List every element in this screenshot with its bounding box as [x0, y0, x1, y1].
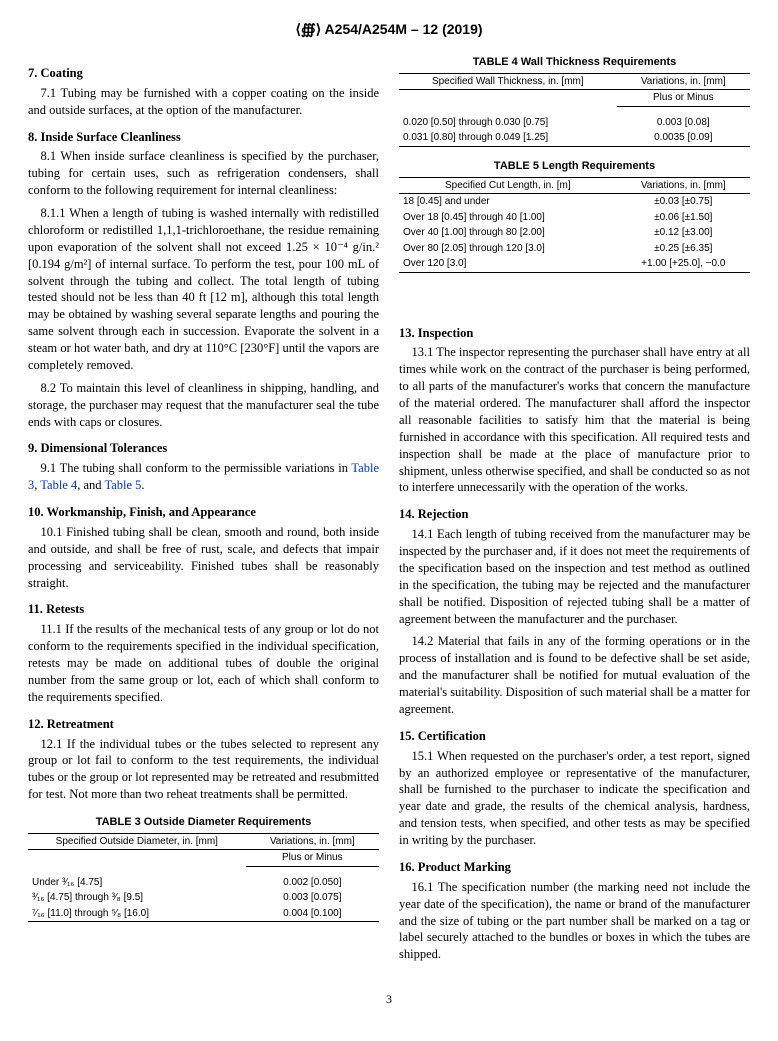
t4-sub2: Plus or Minus: [617, 90, 750, 107]
t5-r3c1: ±0.25 [±6.35]: [617, 241, 750, 257]
t5-r4c1: +1.00 [+25.0], −0.0: [617, 256, 750, 272]
table-5: TABLE 5 Length Requirements Specified Cu…: [399, 159, 750, 273]
t3-r2c1: 0.004 [0.100]: [246, 906, 379, 922]
para-14-2: 14.2 Material that fails in any of the f…: [399, 633, 750, 717]
t3-col1: Specified Outside Diameter, in. [mm]: [56, 836, 218, 847]
para-8-1-1: 8.1.1 When a length of tubing is washed …: [28, 205, 379, 374]
document-header: ⟨∰⟩ A254/A254M – 12 (2019): [28, 20, 750, 39]
t3-sub2: Plus or Minus: [246, 850, 379, 867]
section-7-title: 7. Coating: [28, 65, 379, 82]
t5-r3c0: Over 80 [2.05] through 120 [3.0]: [399, 241, 617, 257]
para-13-1: 13.1 The inspector representing the purc…: [399, 344, 750, 496]
para-11-1: 11.1 If the results of the mechanical te…: [28, 621, 379, 705]
t3-r1c1: 0.003 [0.075]: [246, 890, 379, 906]
para-12-1: 12.1 If the individual tubes or the tube…: [28, 736, 379, 804]
t5-r1c1: ±0.06 [±1.50]: [617, 210, 750, 226]
section-13-title: 13. Inspection: [399, 325, 750, 342]
two-column-body: 7. Coating 7.1 Tubing may be furnished w…: [28, 55, 750, 963]
t4-r1c0: 0.031 [0.80] through 0.049 [1.25]: [399, 130, 617, 146]
t4-r0c1: 0.003 [0.08]: [617, 115, 750, 131]
t4-col1: Specified Wall Thickness, in. [mm]: [432, 76, 584, 87]
t5-col1: Specified Cut Length, in. [m]: [445, 180, 571, 191]
t5-r0c0: 18 [0.45] and under: [399, 194, 617, 210]
para-14-1: 14.1 Each length of tubing received from…: [399, 526, 750, 627]
t3-r1c0: ³⁄₁₆ [4.75] through ³⁄₈ [9.5]: [28, 890, 246, 906]
t5-r0c1: ±0.03 [±0.75]: [617, 194, 750, 210]
table-3-title: TABLE 3 Outside Diameter Requirements: [28, 815, 379, 830]
section-11-title: 11. Retests: [28, 601, 379, 618]
standard-number: A254/A254M – 12 (2019): [325, 21, 483, 37]
para-15-1: 15.1 When requested on the purchaser's o…: [399, 748, 750, 849]
para-10-1: 10.1 Finished tubing shall be clean, smo…: [28, 524, 379, 592]
t4-r0c0: 0.020 [0.50] through 0.030 [0.75]: [399, 115, 617, 131]
t5-col2: Variations, in. [mm]: [641, 180, 726, 191]
t5-r2c0: Over 40 [1.00] through 80 [2.00]: [399, 225, 617, 241]
table-4: TABLE 4 Wall Thickness Requirements Spec…: [399, 55, 750, 147]
table-5-title: TABLE 5 Length Requirements: [399, 159, 750, 174]
section-12-title: 12. Retreatment: [28, 716, 379, 733]
para-8-1: 8.1 When inside surface cleanliness is s…: [28, 148, 379, 199]
para-16-1: 16.1 The specification number (the marki…: [399, 879, 750, 963]
section-8-title: 8. Inside Surface Cleanliness: [28, 129, 379, 146]
t3-r2c0: ⁷⁄₁₆ [11.0] through ⁵⁄₈ [16.0]: [28, 906, 246, 922]
section-16-title: 16. Product Marking: [399, 859, 750, 876]
t3-r0c1: 0.002 [0.050]: [246, 875, 379, 891]
table-3: TABLE 3 Outside Diameter Requirements Sp…: [28, 815, 379, 922]
para-8-2: 8.2 To maintain this level of cleanlines…: [28, 380, 379, 431]
section-15-title: 15. Certification: [399, 728, 750, 745]
table-4-title: TABLE 4 Wall Thickness Requirements: [399, 55, 750, 70]
para-9-1: 9.1 The tubing shall conform to the perm…: [28, 460, 379, 494]
logo-icon: ⟨∰⟩: [295, 21, 321, 37]
section-14-title: 14. Rejection: [399, 506, 750, 523]
section-10-title: 10. Workmanship, Finish, and Appearance: [28, 504, 379, 521]
t3-r0c0: Under ³⁄₁₆ [4.75]: [28, 875, 246, 891]
t4-r1c1: 0.0035 [0.09]: [617, 130, 750, 146]
t5-r4c0: Over 120 [3.0]: [399, 256, 617, 272]
t4-col2: Variations, in. [mm]: [641, 76, 726, 87]
t5-r2c1: ±0.12 [±3.00]: [617, 225, 750, 241]
t5-r1c0: Over 18 [0.45] through 40 [1.00]: [399, 210, 617, 226]
para-7-1: 7.1 Tubing may be furnished with a coppe…: [28, 85, 379, 119]
page-number: 3: [28, 991, 750, 1007]
section-9-title: 9. Dimensional Tolerances: [28, 440, 379, 457]
t3-col2: Variations, in. [mm]: [270, 836, 355, 847]
